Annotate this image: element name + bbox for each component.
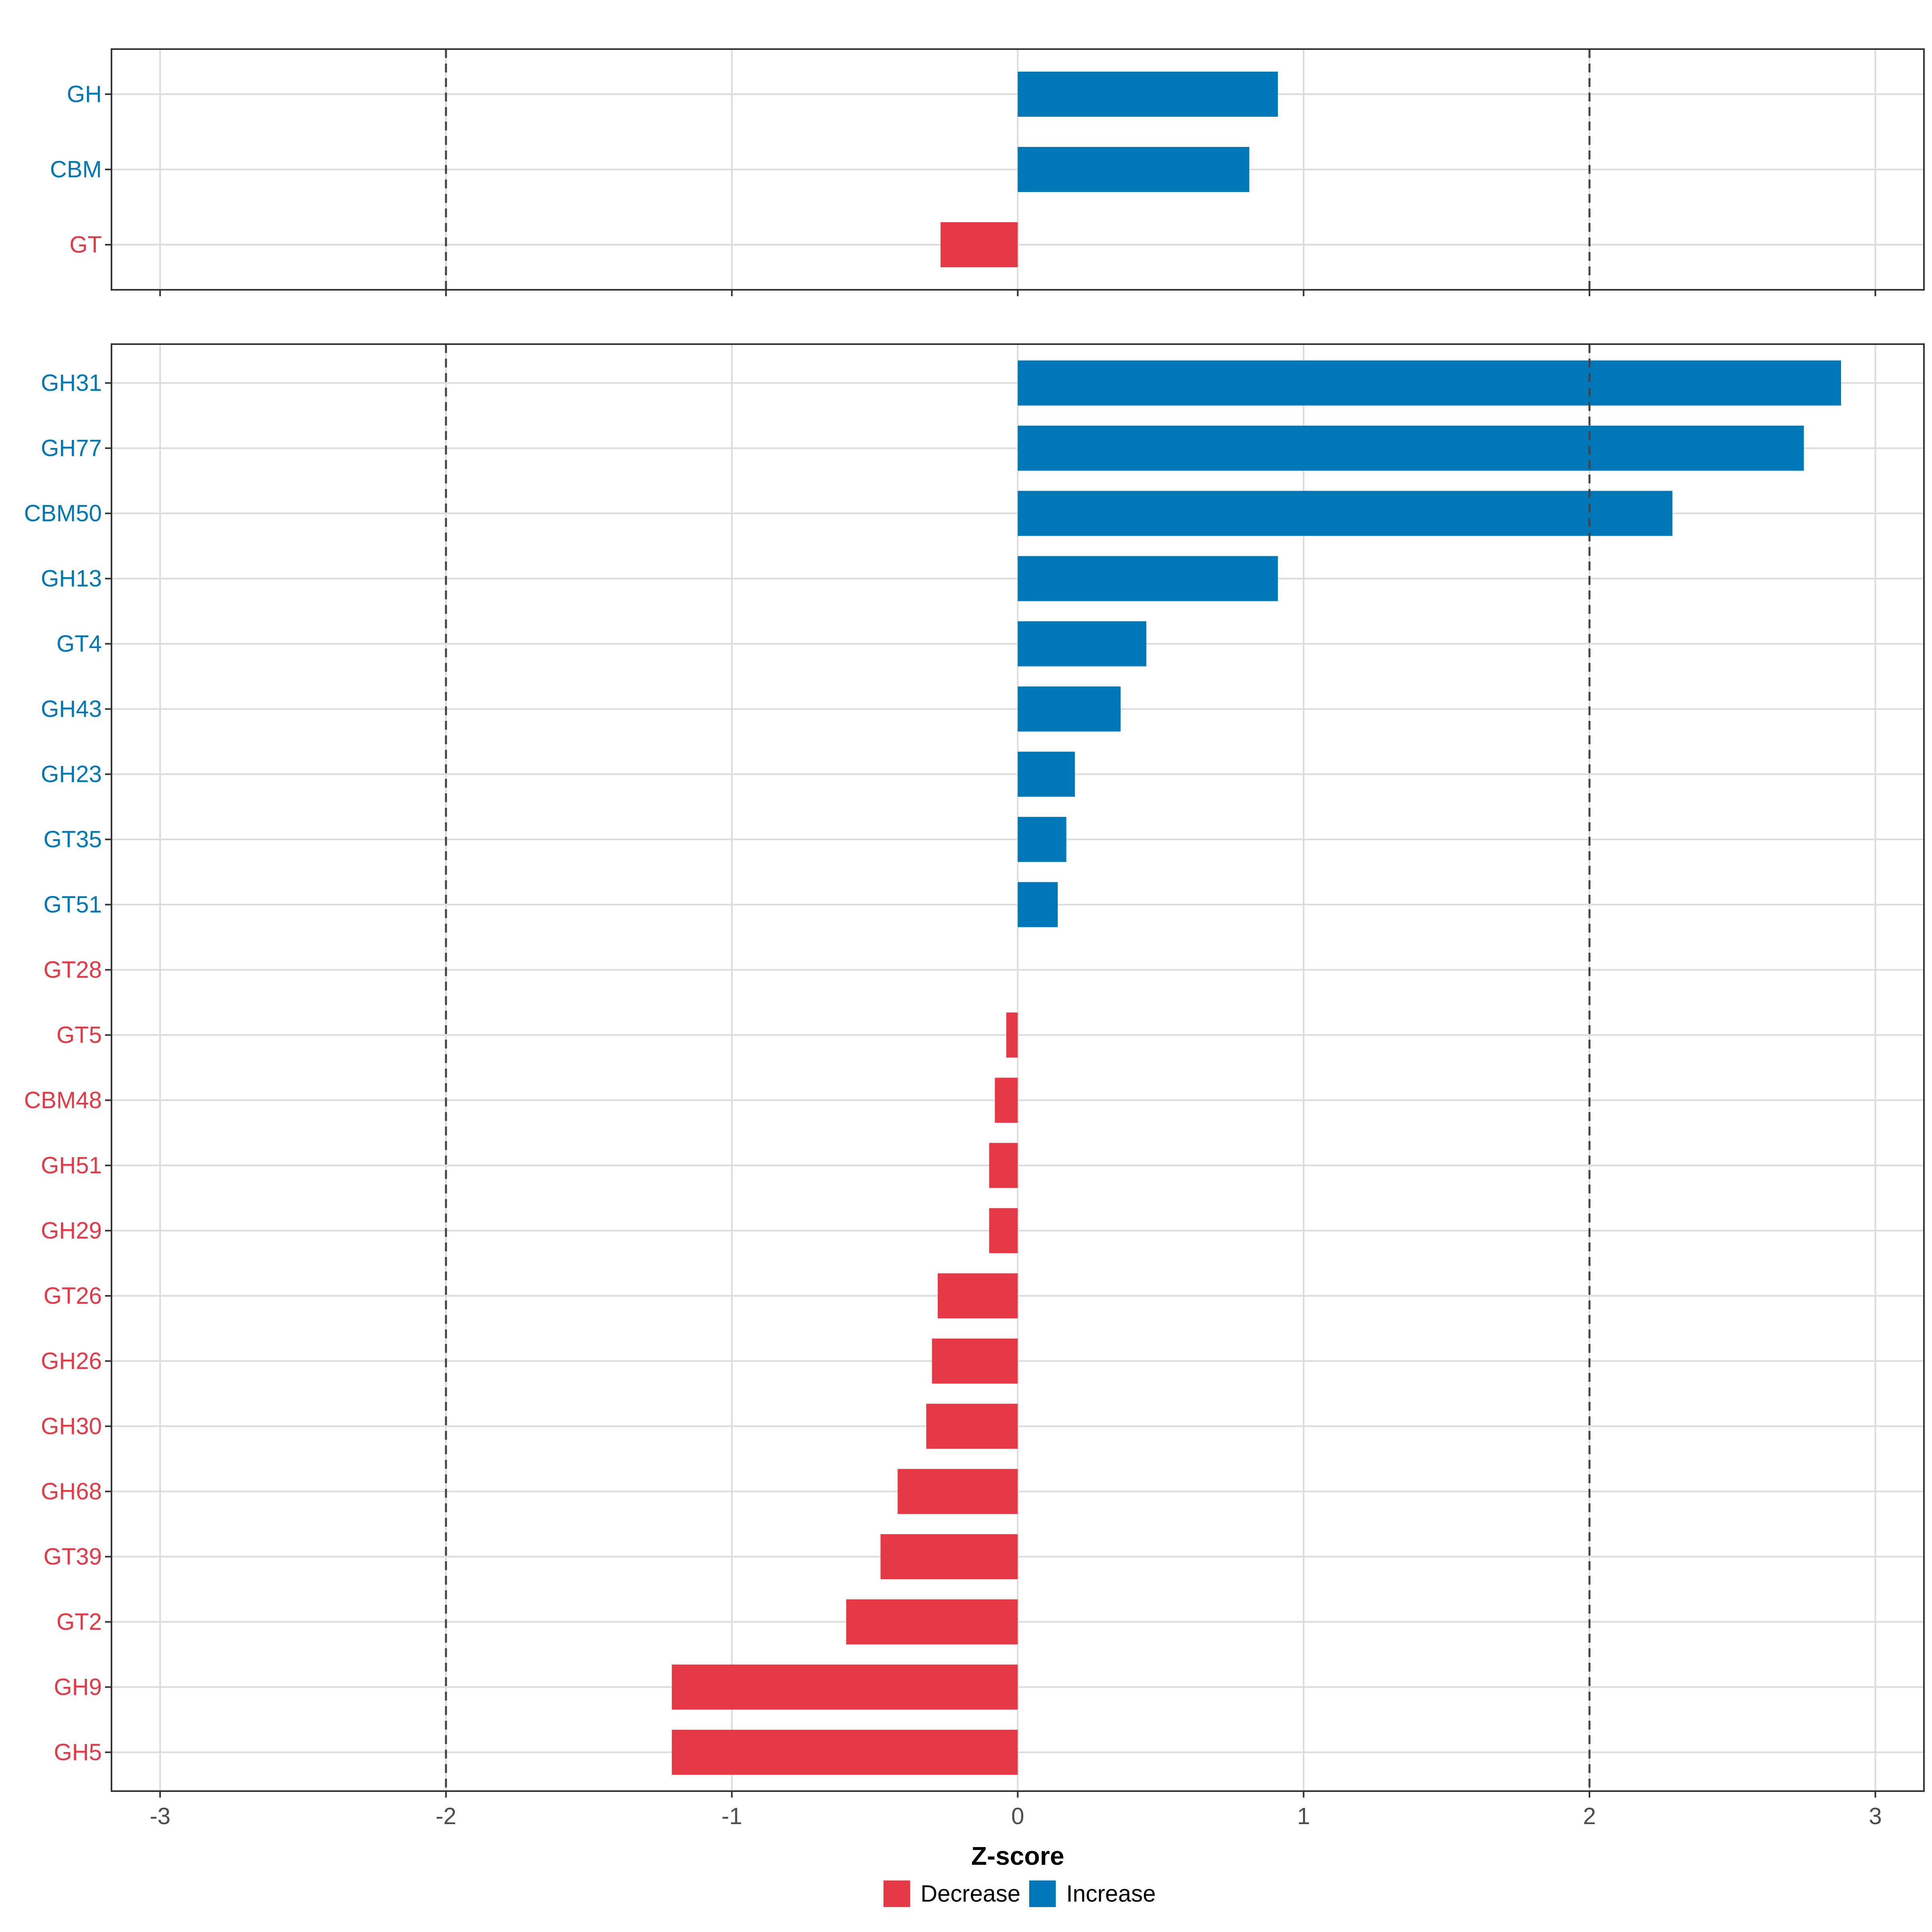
bar-GT35 [1018,817,1067,862]
y-tick-label: GT [69,232,102,258]
x-tick-label: 1 [1297,1803,1310,1829]
bar-GT4 [1018,621,1147,667]
y-tick-label: GH9 [54,1674,102,1700]
y-tick-label: GT4 [56,631,102,657]
y-tick-label: GH23 [41,761,102,787]
x-tick-label: 3 [1869,1803,1882,1829]
panel-family-level: GH31 GH77 CBM50 GH13 GT4 GH43 GH23 GT35 GT51 GT28… [24,343,1925,1798]
bar-GT39 [880,1534,1018,1579]
bar-CBM50 [1018,491,1672,536]
y-tick-label: GH43 [41,696,102,722]
legend-swatch-decrease [883,1880,910,1907]
x-tick-label: -2 [436,1803,456,1829]
y-tick-label: GT35 [43,826,102,852]
bar-GH5 [672,1730,1018,1775]
bar-CBM48 [995,1077,1018,1123]
x-tick-label: 2 [1583,1803,1596,1829]
bar-GT26 [937,1273,1018,1319]
y-tick-label: GH31 [41,370,102,396]
bar-GT5 [1006,1012,1018,1058]
bar-GT51 [1018,882,1058,927]
y-tick-label: GH [67,81,102,107]
bar-GH51 [989,1143,1018,1188]
y-tick-label: CBM [50,157,102,183]
legend: Decrease Increase [883,1880,1156,1907]
y-tick-label: GH29 [41,1218,102,1244]
y-tick-label: GT28 [43,957,102,983]
bar-GH43 [1018,686,1121,732]
y-tick-label: GH13 [41,566,102,592]
y-tick-label: GH5 [54,1739,102,1765]
bar-GT2 [846,1599,1018,1645]
y-tick-label: GH30 [41,1413,102,1439]
bar-GH31 [1018,360,1841,406]
y-tick-label: GT26 [43,1283,102,1309]
bar-GH30 [926,1404,1018,1449]
x-tick-label: -1 [721,1803,742,1829]
bar-GH23 [1018,751,1075,797]
bar-GH77 [1018,425,1804,471]
legend-label-increase: Increase [1066,1881,1156,1907]
x-tick-label: -3 [150,1803,171,1829]
bar-GH9 [672,1664,1018,1710]
bar-GH [1018,72,1278,117]
y-tick-label: GT51 [43,892,102,918]
y-tick-label: GH77 [41,435,102,461]
legend-swatch-increase [1029,1880,1056,1907]
bar-GH13 [1018,556,1278,601]
bar-CBM [1018,147,1249,192]
y-tick-label: GH51 [41,1152,102,1179]
y-tick-label: CBM50 [24,500,102,526]
x-axis-title: Z-score [971,1841,1064,1870]
bar-GT [940,222,1018,267]
y-tick-label: GH68 [41,1478,102,1505]
bar-GH68 [898,1469,1018,1514]
y-tick-label: GH26 [41,1348,102,1374]
y-tick-label: GT39 [43,1544,102,1570]
bar-GH29 [989,1208,1018,1253]
y-tick-label: CBM48 [24,1087,102,1113]
y-tick-label: GT2 [56,1609,102,1635]
panel-class-level: GH CBM GT [50,48,1925,296]
y-tick-label: GT5 [56,1022,102,1048]
x-tick-label: 0 [1011,1803,1024,1829]
legend-label-decrease: Decrease [921,1881,1020,1907]
bar-GH26 [932,1338,1018,1384]
